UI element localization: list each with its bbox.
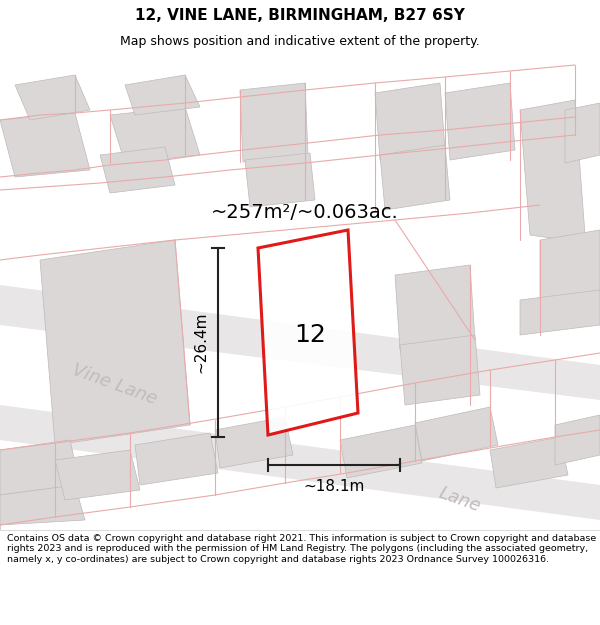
Polygon shape	[215, 417, 293, 468]
Text: ~18.1m: ~18.1m	[304, 479, 365, 494]
Polygon shape	[55, 450, 140, 500]
Text: ~257m²/~0.063ac.: ~257m²/~0.063ac.	[211, 204, 399, 222]
Polygon shape	[125, 75, 200, 115]
Polygon shape	[110, 107, 200, 163]
Polygon shape	[0, 405, 600, 520]
Polygon shape	[340, 425, 422, 478]
Polygon shape	[520, 100, 585, 240]
Text: Lane: Lane	[436, 484, 484, 516]
Polygon shape	[258, 230, 358, 435]
Text: 12, VINE LANE, BIRMINGHAM, B27 6SY: 12, VINE LANE, BIRMINGHAM, B27 6SY	[135, 8, 465, 23]
Polygon shape	[555, 415, 600, 465]
Polygon shape	[0, 440, 80, 495]
Text: Contains OS data © Crown copyright and database right 2021. This information is : Contains OS data © Crown copyright and d…	[7, 534, 596, 564]
Polygon shape	[415, 407, 498, 461]
Polygon shape	[395, 265, 475, 350]
Polygon shape	[135, 433, 218, 485]
Polygon shape	[240, 83, 308, 162]
Text: 12: 12	[294, 323, 326, 347]
Text: Map shows position and indicative extent of the property.: Map shows position and indicative extent…	[120, 35, 480, 48]
Polygon shape	[400, 335, 480, 405]
Polygon shape	[40, 240, 190, 445]
Polygon shape	[380, 145, 450, 210]
Polygon shape	[0, 285, 600, 400]
Text: ~26.4m: ~26.4m	[193, 312, 208, 373]
Polygon shape	[15, 75, 90, 120]
Polygon shape	[540, 230, 600, 305]
Polygon shape	[445, 83, 515, 160]
Polygon shape	[565, 103, 600, 163]
Polygon shape	[375, 83, 445, 160]
Polygon shape	[0, 113, 90, 177]
Polygon shape	[490, 437, 568, 488]
Polygon shape	[100, 147, 175, 193]
Polygon shape	[245, 153, 315, 207]
Polygon shape	[0, 485, 85, 530]
Polygon shape	[520, 290, 600, 335]
Text: Vine Lane: Vine Lane	[70, 361, 160, 409]
